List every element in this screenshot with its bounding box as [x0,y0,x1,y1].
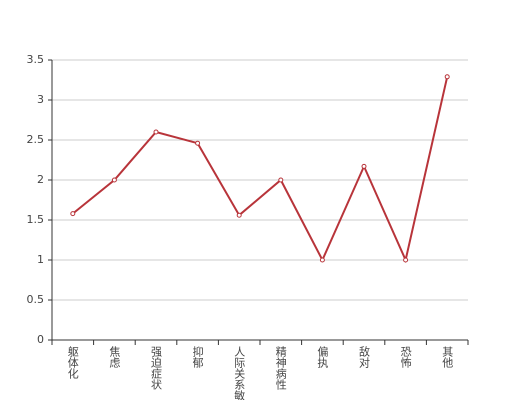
x-tick-label: 敌对 [358,345,371,368]
y-tick-label: 3 [37,93,44,106]
y-tick-label: 2 [37,173,44,186]
point [361,163,367,169]
point [70,211,76,217]
point [195,140,201,146]
x-tick-label: 人际关系敏感 [233,346,246,400]
y-tick-label: 1 [37,253,44,266]
x-tick-label: 躯体化 [66,346,79,380]
x-tick-label: 精神病性 [274,346,287,391]
x-tick-label: 恐怖 [399,346,412,368]
y-tick-label: 0 [37,333,44,346]
point [111,177,117,183]
x-tick-label: 强迫症状 [150,346,163,390]
line [72,76,449,264]
x-tick-label: 其他 [441,346,454,368]
point [278,177,284,183]
y-tick-label: 2.5 [27,133,45,146]
y-tick-label: 3.5 [27,53,45,66]
x-tick-label: 抑郁 [191,345,204,368]
point [319,257,325,263]
y-tick-label: 0.5 [27,293,45,306]
point [236,212,242,218]
point [153,129,159,135]
point [403,257,409,263]
point [444,74,450,80]
y-tick-label: 1.5 [27,213,45,226]
x-tick-label: 焦虑 [108,346,121,368]
x-tick-label: 偏执 [316,345,329,369]
